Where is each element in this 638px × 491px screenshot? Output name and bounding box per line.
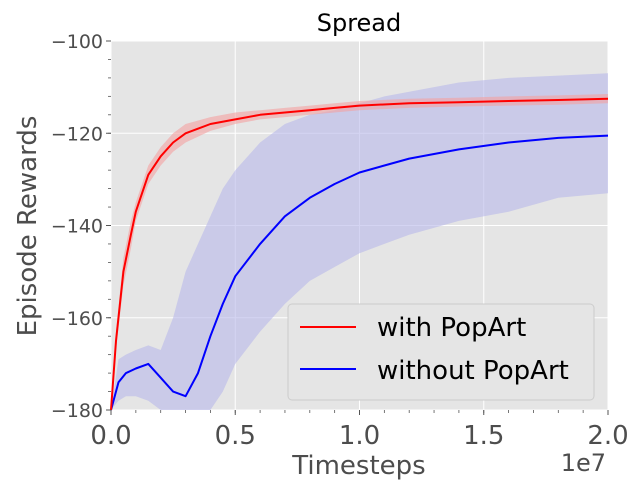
y-axis-label: Episode Rewards: [13, 116, 43, 337]
band-without-popart: [111, 73, 608, 411]
legend-label-without-popart: without PopArt: [377, 356, 569, 386]
legend-box: [287, 303, 595, 401]
x-tick-label: 1.5: [463, 421, 504, 451]
x-axis-label: Timesteps: [291, 451, 425, 481]
axis-ticks: 0.0 0.5 1.0 1.5 2.0 −180 −160 −140 −120 −100: [51, 31, 629, 451]
x-offset-label: 1e7: [561, 449, 606, 477]
confidence-bands: [111, 73, 608, 411]
y-tick-label: −160: [51, 308, 103, 330]
legend: with PopArt without PopArt: [287, 303, 595, 401]
series-line-without-popart: [110, 134, 609, 411]
x-tick-label: 0.0: [90, 421, 131, 451]
x-tick-label: 1.0: [339, 421, 380, 451]
y-tick-label: −140: [51, 216, 103, 238]
x-tick-label: 0.5: [215, 421, 256, 451]
series-lines: [110, 97, 609, 411]
y-tick-label: −180: [51, 400, 103, 422]
chart-title: Spread: [317, 9, 402, 37]
legend-label-with-popart: with PopArt: [377, 313, 526, 343]
series-line-with-popart: [110, 97, 609, 411]
y-tick-label: −120: [51, 123, 103, 145]
y-tick-label: −100: [51, 31, 103, 53]
x-tick-label: 2.0: [587, 421, 628, 451]
